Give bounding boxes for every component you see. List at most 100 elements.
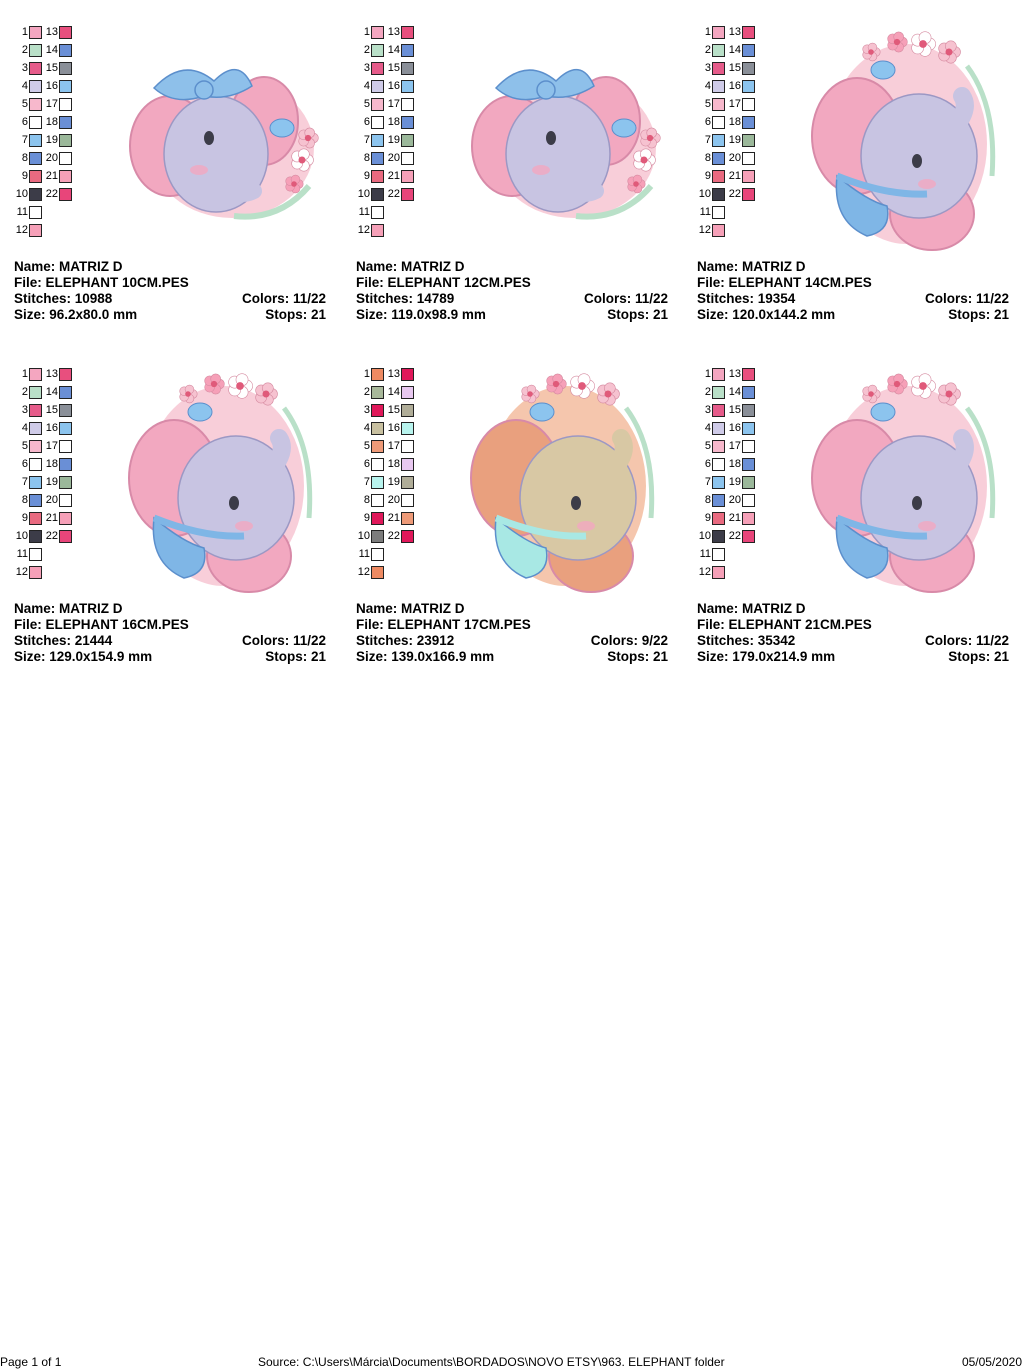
design-file: File: ELEPHANT 21CM.PES: [697, 617, 872, 632]
palette-number: 5: [21, 440, 28, 452]
color-count: Colors: 11/22: [241, 291, 326, 306]
thread-swatch: [29, 188, 42, 201]
thread-swatch: [371, 152, 384, 165]
thread-swatch: [371, 188, 384, 201]
thread-swatch: [712, 62, 725, 75]
thread-swatch: [29, 44, 42, 57]
thread-swatch: [401, 62, 414, 75]
bird-icon: [529, 402, 555, 422]
thread-swatch: [59, 98, 72, 111]
thread-swatch: [742, 440, 755, 453]
thread-swatch: [59, 368, 72, 381]
stop-count: Stops: 21: [948, 307, 1009, 322]
thread-swatch: [371, 134, 384, 147]
design-size: Size: 119.0x98.9 mm: [356, 307, 486, 322]
stop-count: Stops: 21: [607, 649, 668, 664]
design-size: Size: 179.0x214.9 mm: [697, 649, 836, 664]
palette-number: 2: [704, 44, 711, 56]
eye: [912, 496, 922, 510]
thread-swatch: [712, 494, 725, 507]
thread-swatch: [59, 512, 72, 525]
palette-number: 10: [15, 188, 28, 200]
stop-count: Stops: 21: [607, 307, 668, 322]
palette-number: 5: [21, 98, 28, 110]
design-file: File: ELEPHANT 10CM.PES: [14, 275, 189, 290]
palette-number: 4: [704, 80, 711, 92]
palette-number: 10: [698, 530, 711, 542]
design-card: 1 2 3 4 5 6 7 8 9 10 11 12 13 14 15 16 17 18 19 20 21 22 Name:…: [356, 368, 676, 688]
thread-swatch: [401, 98, 414, 111]
palette-number: 6: [363, 458, 370, 470]
design-info: Name: MATRIZ D File: ELEPHANT 12CM.PES Sti…: [356, 259, 676, 323]
stitch-line: Stitches: 14789 Colors: 11/22: [356, 291, 676, 307]
palette-number: 20: [387, 152, 400, 164]
thread-swatch: [401, 368, 414, 381]
thread-swatch: [401, 116, 414, 129]
design-size: Size: 129.0x154.9 mm: [14, 649, 153, 664]
bow: [835, 174, 889, 237]
palette-number: 13: [728, 368, 741, 380]
thread-swatch: [371, 530, 384, 543]
color-count: Colors: 11/22: [924, 633, 1009, 648]
palette-number: 18: [45, 458, 58, 470]
color-count: Colors: 11/22: [924, 291, 1009, 306]
embroidery-preview: [128, 373, 313, 593]
palette-number: 22: [728, 188, 741, 200]
palette-number: 8: [704, 152, 711, 164]
bird-icon: [187, 402, 213, 422]
thread-swatch: [742, 62, 755, 75]
eye: [912, 154, 922, 168]
size-line: Size: 120.0x144.2 mm Stops: 21: [697, 307, 1017, 323]
flower-icon: [179, 384, 198, 404]
palette-number: 6: [704, 116, 711, 128]
thread-swatch: [401, 152, 414, 165]
stitch-count: Stitches: 21444: [14, 633, 113, 648]
palette-number: 7: [363, 476, 370, 488]
thread-swatch: [401, 476, 414, 489]
thread-swatch: [712, 134, 725, 147]
palette-number: 21: [387, 170, 400, 182]
flower-icon: [228, 373, 253, 399]
thread-swatch: [742, 152, 755, 165]
thread-swatch: [712, 26, 725, 39]
palette-number: 17: [387, 98, 400, 110]
thread-swatch: [29, 566, 42, 579]
flower-icon: [627, 174, 646, 194]
palette-number: 13: [728, 26, 741, 38]
thread-swatch: [59, 404, 72, 417]
size-line: Size: 179.0x214.9 mm Stops: 21: [697, 649, 1017, 665]
thread-swatch: [401, 458, 414, 471]
palette-number: 3: [363, 62, 370, 74]
thread-swatch: [401, 530, 414, 543]
thread-swatch: [401, 26, 414, 39]
palette-number: 7: [21, 134, 28, 146]
palette-number: 5: [363, 98, 370, 110]
flower-icon: [938, 40, 961, 64]
stitch-count: Stitches: 23912: [356, 633, 455, 648]
stitch-line: Stitches: 23912 Colors: 9/22: [356, 633, 676, 649]
thread-swatch: [371, 566, 384, 579]
thread-swatch: [742, 458, 755, 471]
palette-number: 2: [363, 386, 370, 398]
thread-swatch: [371, 476, 384, 489]
flower-icon: [862, 384, 881, 404]
stitch-count: Stitches: 10988: [14, 291, 113, 306]
thread-swatch: [742, 476, 755, 489]
stitch-line: Stitches: 19354 Colors: 11/22: [697, 291, 1017, 307]
thread-swatch: [712, 44, 725, 57]
palette-number: 10: [15, 530, 28, 542]
bow: [835, 516, 889, 579]
design-name: Name: MATRIZ D: [356, 601, 465, 616]
thread-swatch: [401, 134, 414, 147]
flower-icon: [255, 382, 278, 406]
thread-swatch: [712, 170, 725, 183]
thread-swatch: [29, 98, 42, 111]
design-card: 1 2 3 4 5 6 7 8 9 10 11 12 13 14 15 16 17 18 19 20 21 22 Name:…: [697, 368, 1017, 688]
palette-number: 11: [16, 548, 28, 560]
palette-number: 14: [387, 44, 400, 56]
thread-swatch: [59, 62, 72, 75]
thread-swatch: [371, 404, 384, 417]
flower-icon: [911, 373, 936, 399]
palette-number: 14: [45, 386, 58, 398]
palette-number: 21: [45, 170, 58, 182]
